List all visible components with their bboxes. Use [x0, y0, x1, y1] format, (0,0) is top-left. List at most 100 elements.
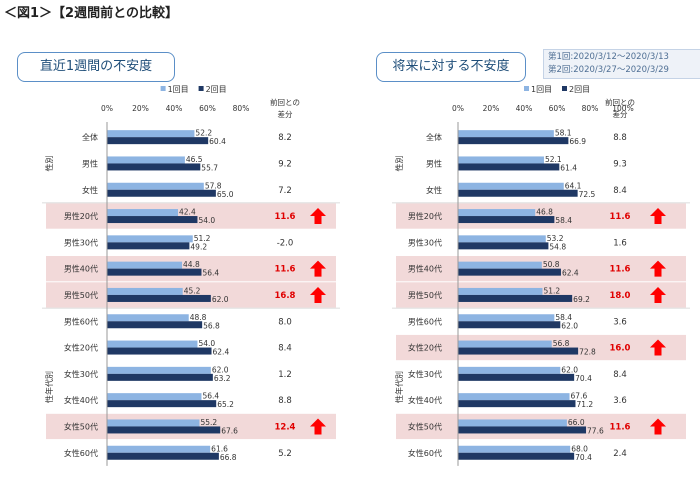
data-label-series2: 62.4 — [213, 348, 230, 357]
bar-series1 — [107, 209, 179, 217]
diff-value: 8.4 — [278, 344, 292, 354]
legend-swatch-1 — [524, 86, 529, 91]
bar-series2 — [458, 452, 575, 460]
diff-value: 8.2 — [278, 133, 292, 143]
bar-series1 — [458, 261, 542, 269]
bar-series2 — [107, 347, 212, 355]
data-label-series1: 67.6 — [571, 392, 588, 401]
category-label: 男性30代 — [64, 237, 98, 247]
bar-series2 — [107, 268, 202, 276]
category-label: 女性30代 — [408, 369, 442, 379]
legend-swatch-2 — [198, 86, 204, 91]
bar-series2 — [107, 373, 213, 381]
data-label-series1: 64.1 — [565, 181, 582, 190]
bar-series2 — [107, 242, 190, 250]
x-tick-label: 60% — [199, 104, 216, 113]
group-label-gender: 性別 — [44, 155, 54, 171]
data-label-series1: 56.8 — [553, 339, 570, 348]
x-tick-label: 0% — [101, 104, 113, 113]
data-label-series2: 65.0 — [217, 190, 234, 199]
bar-series2 — [107, 400, 217, 408]
bar-series1 — [458, 130, 554, 138]
chart-title-future-anxiety: 将来に対する不安度 — [376, 52, 526, 82]
legend-label-2: 2回目 — [206, 85, 227, 94]
increase-arrow-icon — [310, 286, 326, 303]
bar-series1 — [458, 209, 536, 217]
data-label-series1: 42.4 — [179, 208, 196, 217]
category-label: 男性50代 — [408, 290, 442, 300]
diff-value: 9.2 — [278, 159, 292, 169]
data-label-series2: 49.2 — [190, 242, 207, 251]
bar-series1 — [107, 314, 189, 322]
bar-series2 — [107, 137, 209, 145]
increase-arrow-icon — [650, 208, 666, 225]
bar-series2 — [107, 163, 201, 171]
category-label: 女性 — [82, 185, 98, 195]
category-label: 男性40代 — [408, 264, 442, 274]
bar-series1 — [107, 130, 195, 138]
diff-value: 16.0 — [610, 344, 631, 354]
bar-series2 — [458, 347, 579, 355]
increase-arrow-icon — [310, 418, 326, 435]
diff-value: 3.6 — [613, 396, 627, 406]
bar-series2 — [107, 216, 198, 224]
data-label-series2: 67.6 — [221, 426, 238, 435]
diff-header: 前回との — [270, 97, 300, 107]
diff-value: 11.6 — [610, 212, 631, 222]
x-tick-label: 40% — [516, 104, 533, 113]
category-label: 女性30代 — [64, 369, 98, 379]
data-label-series1: 54.0 — [198, 339, 215, 348]
data-label-series2: 69.2 — [573, 295, 590, 304]
legend-swatch-1 — [160, 86, 166, 91]
bar-series2 — [458, 268, 561, 276]
data-label-series1: 58.1 — [555, 129, 572, 138]
data-label-series2: 60.4 — [209, 137, 226, 146]
category-label: 女性50代 — [64, 421, 98, 431]
diff-value: 2.4 — [613, 449, 627, 459]
category-label: 男性 — [82, 158, 98, 168]
diff-value: 9.3 — [613, 159, 627, 169]
category-label: 全体 — [426, 132, 442, 142]
category-label: 女性40代 — [408, 395, 442, 405]
category-label: 男性60代 — [408, 316, 442, 326]
bar-series1 — [107, 182, 204, 190]
bar-series1 — [458, 393, 570, 401]
x-tick-label: 40% — [166, 104, 183, 113]
increase-arrow-icon — [650, 286, 666, 303]
increase-arrow-icon — [650, 260, 666, 277]
diff-value: 11.6 — [610, 422, 631, 432]
data-label-series1: 52.2 — [195, 129, 212, 138]
chart-title-recent-anxiety: 直近1週間の不安度 — [17, 52, 175, 82]
bar-series2 — [107, 294, 211, 302]
bar-series1 — [107, 261, 183, 269]
data-label-series2: 66.8 — [220, 453, 237, 462]
category-label: 女性40代 — [64, 395, 98, 405]
survey-date-round1: 第1回:2020/3/12〜2020/3/13 — [548, 52, 669, 62]
diff-value: 11.6 — [610, 265, 631, 275]
data-label-series1: 46.5 — [186, 155, 203, 164]
data-label-series2: 54.0 — [198, 216, 215, 225]
bar-series2 — [458, 163, 560, 171]
data-label-series2: 65.2 — [217, 400, 234, 409]
category-label: 女性20代 — [64, 343, 98, 353]
bar-series1 — [458, 182, 564, 190]
bar-series2 — [458, 137, 569, 145]
diff-header: 差分 — [613, 109, 628, 119]
diff-value: 7.2 — [278, 186, 292, 196]
x-tick-label: 20% — [483, 104, 500, 113]
group-label-gender-age: 性年代別 — [394, 371, 404, 403]
diff-value: 16.8 — [275, 291, 296, 301]
increase-arrow-icon — [650, 339, 666, 356]
legend-swatch-2 — [562, 86, 567, 91]
bar-series2 — [107, 321, 203, 329]
bar-series1 — [107, 340, 198, 348]
x-tick-label: 20% — [132, 104, 149, 113]
data-label-series2: 58.4 — [555, 216, 572, 225]
diff-value: 11.6 — [275, 265, 296, 275]
category-label: 女性20代 — [408, 343, 442, 353]
bar-series1 — [107, 235, 193, 243]
group-label-gender: 性別 — [394, 155, 404, 171]
data-label-series2: 70.4 — [575, 453, 592, 462]
diff-value: 12.4 — [275, 422, 296, 432]
